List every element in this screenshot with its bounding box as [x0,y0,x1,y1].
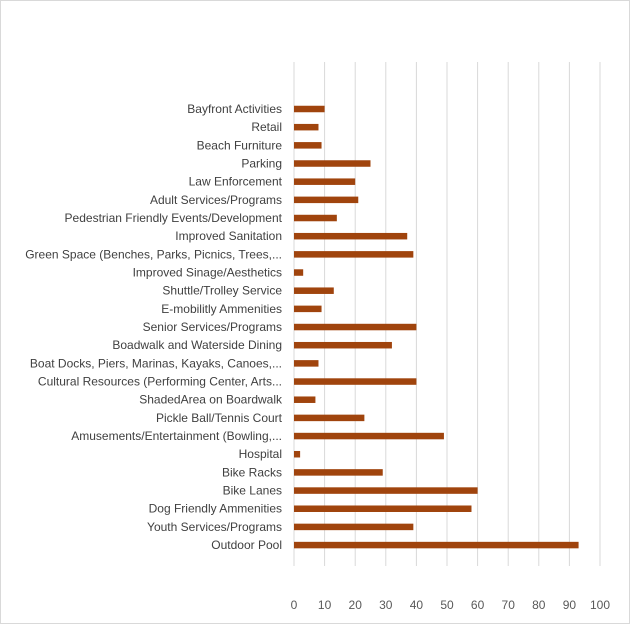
category-label: Shuttle/Trolley Service [162,284,282,298]
category-label: Cultural Resources (Performing Center, A… [38,375,282,389]
category-label: Amusements/Entertainment (Bowling,... [71,429,282,443]
bar [294,214,337,222]
category-label: Retail [251,120,282,134]
x-tick-label: 90 [563,598,577,612]
bar [294,378,417,385]
bar [294,432,444,440]
bar [294,396,316,403]
bar [294,541,579,549]
category-label: Adult Services/Programs [150,193,282,207]
bar [294,251,414,258]
bar [294,323,417,331]
category-label: Green Space (Benches, Parks, Picnics, Tr… [25,247,282,261]
bar [294,414,365,422]
category-label: Hospital [239,447,282,461]
x-tick-label: 60 [471,598,485,612]
x-tick-label: 30 [379,598,393,612]
x-tick-label: 20 [349,598,363,612]
category-label: Senior Services/Programs [143,320,282,334]
bar [294,305,322,313]
category-label: Outdoor Pool [211,538,282,552]
category-label: Bike Lanes [223,484,282,498]
x-tick-label: 40 [410,598,424,612]
bar [294,232,408,240]
tick-labels: 0 10 20 30 40 50 60 70 80 90 100 [291,598,611,612]
bar [294,142,322,149]
bar [294,269,304,276]
category-label: E-mobilitly Ammenities [161,302,282,316]
bars [294,105,579,549]
category-label: Parking [241,157,282,171]
category-label: Dog Friendly Ammenities [149,502,282,516]
x-tick-label: 0 [291,598,298,612]
bar [294,123,319,131]
bar [294,341,392,349]
bar [294,505,472,512]
x-tick-label: 100 [590,598,610,612]
x-tick-label: 50 [440,598,454,612]
bar [294,487,478,494]
bar [294,160,371,167]
bar [294,523,414,531]
category-label: Boadwalk and Waterside Dining [112,338,282,352]
category-label: Bike Racks [222,465,282,479]
category-labels: Bayfront Activities Retail Beach Furniture… [25,102,283,552]
x-tick-label: 70 [502,598,516,612]
category-label: Pickle Ball/Tennis Court [156,411,283,425]
bar [294,196,359,204]
category-label: ShadedArea on Boardwalk [139,393,283,407]
bar [294,360,319,367]
bar [294,469,383,476]
category-label: Beach Furniture [197,138,283,152]
x-tick-label: 80 [532,598,546,612]
bar [294,287,334,294]
category-label: Law Enforcement [189,175,283,189]
category-label: Improved Sinage/Aesthetics [133,266,282,280]
category-label: Pedestrian Friendly Events/Development [65,211,283,225]
bar [294,450,301,458]
bar [294,105,325,113]
category-label: Boat Docks, Piers, Marinas, Kayaks, Cano… [30,356,282,370]
bar [294,178,356,185]
x-tick-label: 10 [318,598,332,612]
category-label: Youth Services/Programs [147,520,282,534]
category-label: Bayfront Activities [187,102,282,116]
category-label: Improved Sanitation [175,229,282,243]
